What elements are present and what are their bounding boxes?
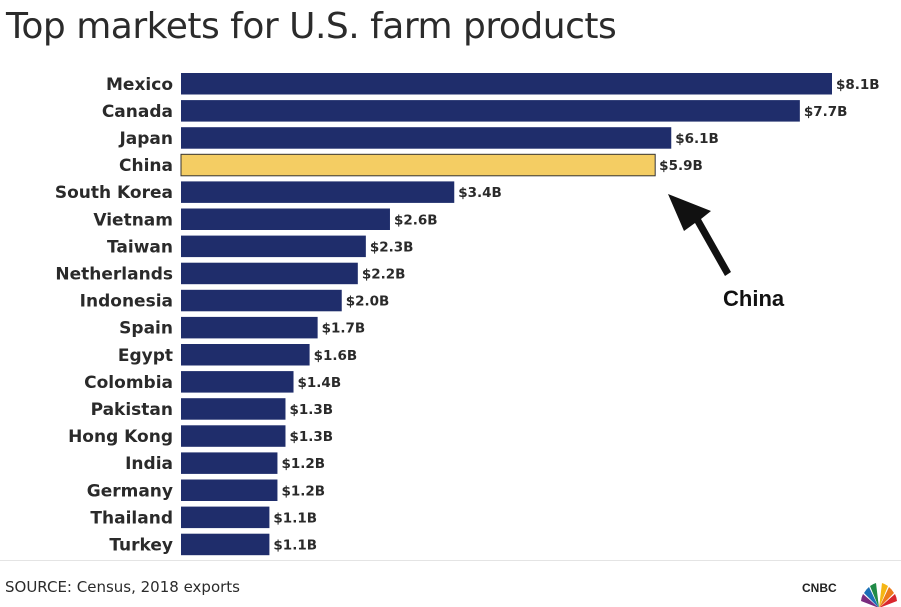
category-label-hong-kong: Hong Kong (68, 427, 173, 447)
category-label-japan: Japan (118, 129, 173, 149)
bar-colombia (181, 371, 294, 393)
value-label-indonesia: $2.0B (346, 294, 390, 310)
category-label-india: India (125, 454, 173, 474)
category-label-turkey: Turkey (109, 535, 173, 555)
bar-spain (181, 316, 318, 339)
value-label-pakistan: $1.3B (289, 402, 333, 418)
value-label-japan: $6.1B (675, 131, 719, 147)
annotation: China (668, 194, 785, 311)
category-label-vietnam: Vietnam (93, 210, 173, 230)
bar-indonesia (181, 289, 342, 312)
bar-taiwan (181, 235, 366, 258)
bar-vietnam (181, 208, 390, 230)
bar-china (180, 153, 656, 177)
category-label-colombia: Colombia (84, 373, 173, 393)
value-label-china: $5.9B (659, 158, 703, 174)
value-label-taiwan: $2.3B (370, 239, 414, 255)
value-label-colombia: $1.4B (298, 375, 342, 391)
value-label-hong-kong: $1.3B (289, 429, 333, 445)
category-label-china: China (119, 156, 173, 176)
category-label-germany: Germany (87, 481, 173, 501)
brand-label: CNBC (802, 581, 837, 595)
bar-germany (181, 479, 278, 501)
bar-south-korea (181, 181, 455, 203)
value-label-egypt: $1.6B (314, 348, 358, 364)
source-note: SOURCE: Census, 2018 exports (5, 578, 240, 596)
value-label-mexico: $8.1B (836, 77, 880, 93)
category-label-thailand: Thailand (90, 508, 173, 528)
bars-group: Mexico $8.1B Canada $7.7B Japan $6.1B China $5.… (55, 73, 880, 555)
bar-mexico (181, 73, 832, 95)
value-label-spain: $1.7B (322, 321, 366, 337)
value-label-turkey: $1.1B (273, 537, 317, 553)
bar-japan (181, 127, 672, 149)
value-label-thailand: $1.1B (273, 510, 317, 526)
bar-turkey (181, 533, 270, 556)
bar-thailand (181, 506, 270, 529)
category-label-egypt: Egypt (118, 346, 173, 366)
bar-india (181, 452, 278, 474)
value-label-canada: $7.7B (804, 104, 848, 120)
category-label-pakistan: Pakistan (91, 400, 173, 420)
category-label-netherlands: Netherlands (55, 264, 173, 284)
category-label-indonesia: Indonesia (80, 292, 173, 312)
bar-chart: Mexico $8.1B Canada $7.7B Japan $6.1B China $5.… (55, 73, 880, 555)
category-label-mexico: Mexico (106, 75, 173, 95)
value-label-india: $1.2B (281, 456, 325, 472)
category-label-south-korea: South Korea (55, 183, 173, 203)
category-label-spain: Spain (119, 319, 173, 339)
value-label-vietnam: $2.6B (394, 212, 438, 228)
bar-pakistan (181, 398, 286, 420)
annotation-label: China (723, 286, 785, 311)
category-label-canada: Canada (102, 102, 173, 122)
value-label-south-korea: $3.4B (458, 185, 502, 201)
value-label-netherlands: $2.2B (362, 266, 406, 282)
chart-title: Top markets for U.S. farm products (6, 6, 617, 47)
annotation-arrow (668, 194, 731, 276)
bar-netherlands (181, 262, 358, 285)
bar-canada (181, 100, 800, 122)
category-label-taiwan: Taiwan (107, 237, 173, 257)
footer: SOURCE: Census, 2018 exports CNBC (0, 560, 901, 607)
bar-egypt (181, 344, 310, 366)
peacock-logo-icon (861, 583, 897, 607)
value-label-germany: $1.2B (281, 483, 325, 499)
bar-hong-kong (181, 425, 286, 447)
